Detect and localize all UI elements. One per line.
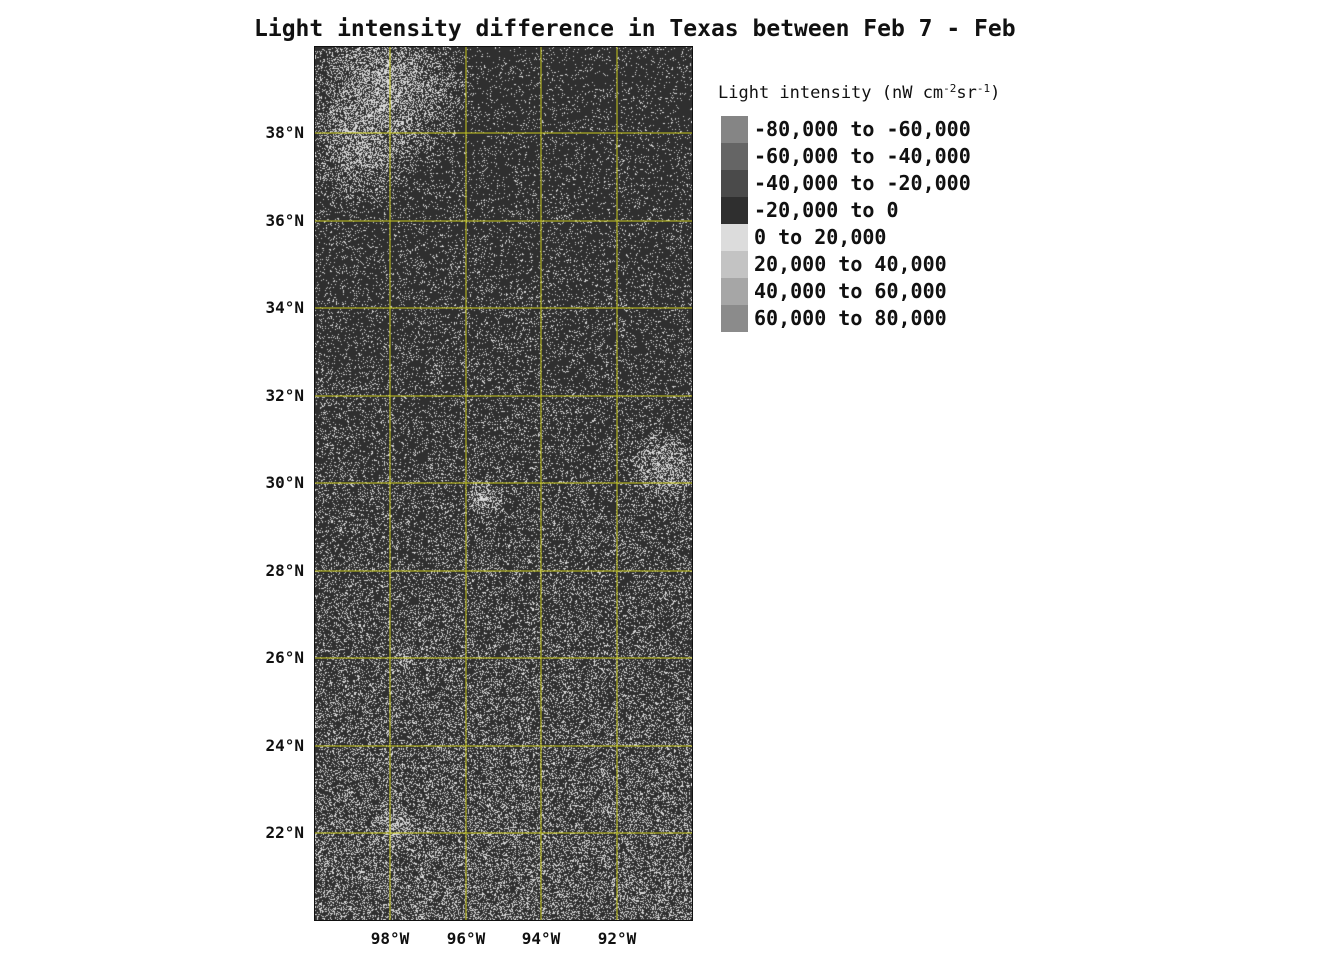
latitude-tick-label: 22°N [265,823,304,842]
graticule [315,47,692,920]
map-panel [314,46,693,921]
map-title: Light intensity difference in Texas betw… [254,16,1016,42]
latitude-tick-label: 24°N [265,736,304,755]
legend-title-exponent-1: -2 [943,82,957,95]
legend-label: 40,000 to 60,000 [754,279,947,303]
legend-label: -60,000 to -40,000 [754,144,971,168]
legend-swatch [721,224,748,251]
legend-label: -80,000 to -60,000 [754,117,971,141]
latitude-tick-label: 38°N [265,123,304,142]
legend-swatch [721,116,748,143]
legend-title-unit: sr [956,83,977,103]
longitude-tick-label: 94°W [521,929,561,948]
latitude-tick-label: 32°N [265,386,304,405]
legend-label: -20,000 to 0 [754,198,899,222]
legend-swatch [721,305,748,332]
legend-title-close: ) [990,83,1001,103]
legend-title: Light intensity (nW cm-2sr-1) [718,78,1000,104]
legend-item: -80,000 to -60,000 [721,116,971,143]
legend-swatch [721,251,748,278]
longitude-tick-label: 96°W [446,929,486,948]
legend-label: 20,000 to 40,000 [754,252,947,276]
legend-item: 0 to 20,000 [721,224,971,251]
legend-item: 20,000 to 40,000 [721,251,971,278]
legend-swatch [721,278,748,305]
legend-title-exponent-2: -1 [976,82,991,95]
latitude-tick-label: 26°N [265,648,304,667]
legend-item: 60,000 to 80,000 [721,305,971,332]
legend: -80,000 to -60,000 -60,000 to -40,000 -40,… [721,116,971,332]
legend-label: 0 to 20,000 [754,225,887,249]
legend-item: -40,000 to -20,000 [721,170,971,197]
latitude-tick-label: 34°N [265,298,304,317]
legend-label: -40,000 to -20,000 [754,171,971,195]
legend-swatch [721,170,748,197]
legend-title-text: Light intensity (nW cm [718,83,944,103]
latitude-tick-label: 36°N [265,211,304,230]
longitude-tick-label: 92°W [597,929,637,948]
legend-item: -60,000 to -40,000 [721,143,971,170]
longitude-tick-label: 98°W [370,929,410,948]
legend-item: 40,000 to 60,000 [721,278,971,305]
latitude-tick-label: 28°N [265,561,304,580]
latitude-tick-label: 30°N [265,473,304,492]
legend-item: -20,000 to 0 [721,197,971,224]
legend-swatch [721,197,748,224]
legend-label: 60,000 to 80,000 [754,306,947,330]
legend-swatch [721,143,748,170]
